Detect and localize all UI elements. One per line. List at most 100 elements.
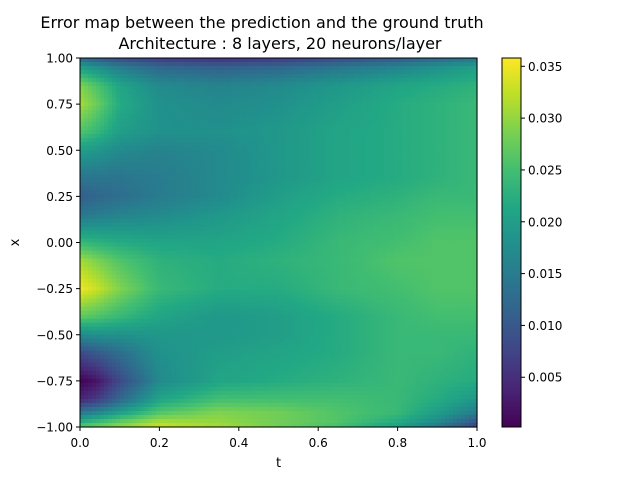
heatmap-cell xyxy=(151,98,157,103)
heatmap-cell xyxy=(111,110,117,115)
heatmap-cell xyxy=(187,210,192,216)
heatmap-cell xyxy=(306,114,311,119)
heatmap-cell xyxy=(191,226,196,232)
heatmap-cell xyxy=(199,162,204,167)
heatmap-cell xyxy=(457,94,462,99)
heatmap-cell xyxy=(107,62,113,67)
heatmap-cell xyxy=(226,170,232,175)
heatmap-cell xyxy=(214,74,220,79)
heatmap-cell xyxy=(139,238,145,244)
heatmap-cell xyxy=(286,246,292,252)
heatmap-cell xyxy=(226,98,232,103)
heatmap-cell xyxy=(457,250,462,256)
heatmap-cell xyxy=(357,190,363,195)
heatmap-cell xyxy=(397,218,403,224)
heatmap-cell xyxy=(322,170,327,175)
heatmap-cell xyxy=(99,70,105,75)
heatmap-cell xyxy=(322,206,327,212)
heatmap-cell xyxy=(322,162,327,167)
heatmap-cell xyxy=(338,202,343,207)
heatmap-cell xyxy=(290,166,295,171)
heatmap-cell xyxy=(179,250,184,256)
heatmap-cell xyxy=(203,182,208,187)
heatmap-cell xyxy=(250,198,256,203)
heatmap-cell xyxy=(405,86,411,91)
heatmap-cell xyxy=(83,58,89,63)
heatmap-cell xyxy=(294,254,299,260)
heatmap-cell xyxy=(80,130,85,135)
heatmap-cell xyxy=(218,58,224,63)
heatmap-cell xyxy=(353,138,359,143)
heatmap-cell xyxy=(119,230,125,236)
heatmap-cell xyxy=(270,86,276,91)
heatmap-cell xyxy=(195,218,200,224)
heatmap-cell xyxy=(294,222,299,228)
heatmap-cell xyxy=(421,82,426,87)
heatmap-cell xyxy=(338,74,343,79)
heatmap-cell xyxy=(413,106,419,111)
heatmap-cell xyxy=(139,82,145,87)
heatmap-cell xyxy=(226,202,232,207)
heatmap-cell xyxy=(211,102,216,107)
heatmap-cell xyxy=(342,178,347,183)
heatmap-cell xyxy=(242,110,248,115)
heatmap-cell xyxy=(207,154,212,159)
heatmap-cell xyxy=(131,218,137,224)
heatmap-cell xyxy=(80,250,85,256)
heatmap-cell xyxy=(258,58,264,63)
heatmap-cell xyxy=(139,166,145,171)
heatmap-cell xyxy=(266,206,272,212)
heatmap-cell xyxy=(254,130,260,135)
heatmap-cell xyxy=(91,174,97,179)
heatmap-cell xyxy=(413,190,419,195)
heatmap-cell xyxy=(103,230,109,236)
heatmap-cell xyxy=(393,242,399,248)
heatmap-cell xyxy=(405,150,411,155)
heatmap-cell xyxy=(95,246,101,252)
heatmap-cell xyxy=(314,230,319,236)
heatmap-cell xyxy=(103,214,109,220)
heatmap-cell xyxy=(294,178,299,183)
heatmap-cell xyxy=(218,206,224,212)
heatmap-cell xyxy=(461,170,466,175)
heatmap-cell xyxy=(171,154,176,159)
heatmap-cell xyxy=(286,186,292,191)
heatmap-cell xyxy=(199,178,204,183)
heatmap-cell xyxy=(123,194,129,199)
heatmap-cell xyxy=(91,90,97,95)
heatmap-cell xyxy=(457,134,462,139)
heatmap-cell xyxy=(326,122,331,127)
heatmap-cell xyxy=(306,118,311,123)
heatmap-cell xyxy=(143,58,149,63)
heatmap-cell xyxy=(274,126,280,131)
heatmap-cell xyxy=(139,198,145,203)
heatmap-cell xyxy=(413,222,419,228)
heatmap-cell xyxy=(342,246,347,252)
heatmap-cell xyxy=(290,174,295,179)
heatmap-cell xyxy=(87,230,93,236)
heatmap-cell xyxy=(345,106,351,111)
heatmap-cell xyxy=(389,186,395,191)
heatmap-cell xyxy=(238,130,244,135)
heatmap-cell xyxy=(258,66,264,71)
heatmap-cell xyxy=(207,238,212,244)
heatmap-cell xyxy=(365,182,371,187)
heatmap-cell xyxy=(183,106,188,111)
heatmap-cell xyxy=(155,162,160,167)
heatmap-cell xyxy=(80,218,85,224)
heatmap-cell xyxy=(413,202,419,207)
heatmap-cell xyxy=(107,210,113,216)
heatmap-cell xyxy=(230,66,236,71)
heatmap-cell xyxy=(294,190,299,195)
heatmap-cell xyxy=(353,246,359,252)
heatmap-cell xyxy=(433,190,438,195)
heatmap-cell xyxy=(167,178,172,183)
heatmap-cell xyxy=(103,234,109,240)
heatmap-cell xyxy=(318,86,323,91)
heatmap-cell xyxy=(397,86,403,91)
heatmap-cell xyxy=(123,218,129,224)
heatmap-cell xyxy=(270,186,276,191)
heatmap-cell xyxy=(91,234,97,240)
heatmap-cell xyxy=(99,154,105,159)
heatmap-cell xyxy=(306,146,311,151)
